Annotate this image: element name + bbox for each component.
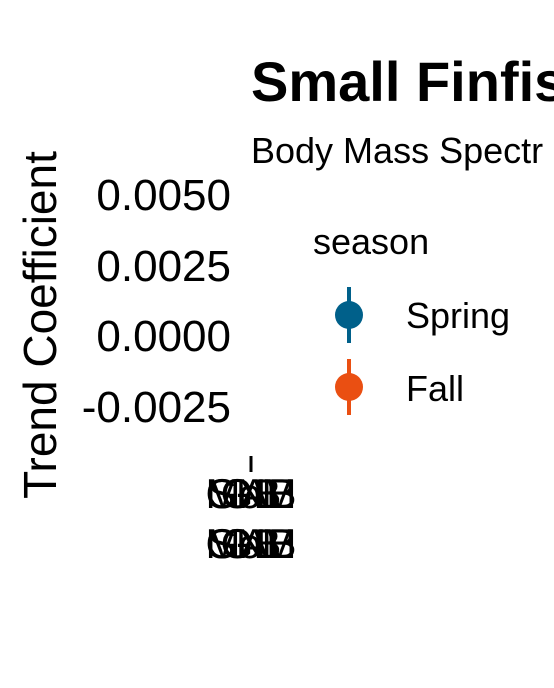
x-tick-label-line1: GoM <box>205 470 296 517</box>
legend: season Spring Fall <box>313 221 510 415</box>
y-axis-label: Trend Coefficient <box>14 151 66 499</box>
y-tick-label: 0.0000 <box>96 312 231 361</box>
y-tick-label: -0.0025 <box>82 383 231 432</box>
legend-entry-fall: Fall <box>335 359 464 415</box>
y-tick-label: 0.0025 <box>96 242 231 291</box>
chart-title: Small Finfis <box>251 50 554 113</box>
legend-entry-spring: Spring <box>335 287 510 343</box>
x-tick-label-line2: SNE <box>208 520 294 567</box>
legend-key-point-spring <box>335 301 363 329</box>
legend-label-fall: Fall <box>406 368 464 409</box>
x-axis-ticks: GB MAB GoM GB MAB SNE SNE GoM <box>205 470 296 567</box>
y-tick-label: 0.0050 <box>96 171 231 220</box>
x-tick-label-line1: GB <box>221 470 282 517</box>
chart-subtitle: Body Mass Spectr <box>251 130 543 171</box>
legend-title: season <box>313 221 429 262</box>
x-tick-label-line1: MAB <box>205 470 296 517</box>
x-tick-label-line2: GoM <box>205 520 296 567</box>
x-tick-label-line2: MAB <box>205 520 296 567</box>
x-tick-label-line1: SNE <box>208 470 294 517</box>
x-tick-label-line2: GB <box>221 520 282 567</box>
y-axis-ticks: 0.0050 0.0025 0.0000 -0.0025 <box>82 171 231 432</box>
legend-key-point-fall <box>335 373 363 401</box>
legend-label-spring: Spring <box>406 295 510 336</box>
